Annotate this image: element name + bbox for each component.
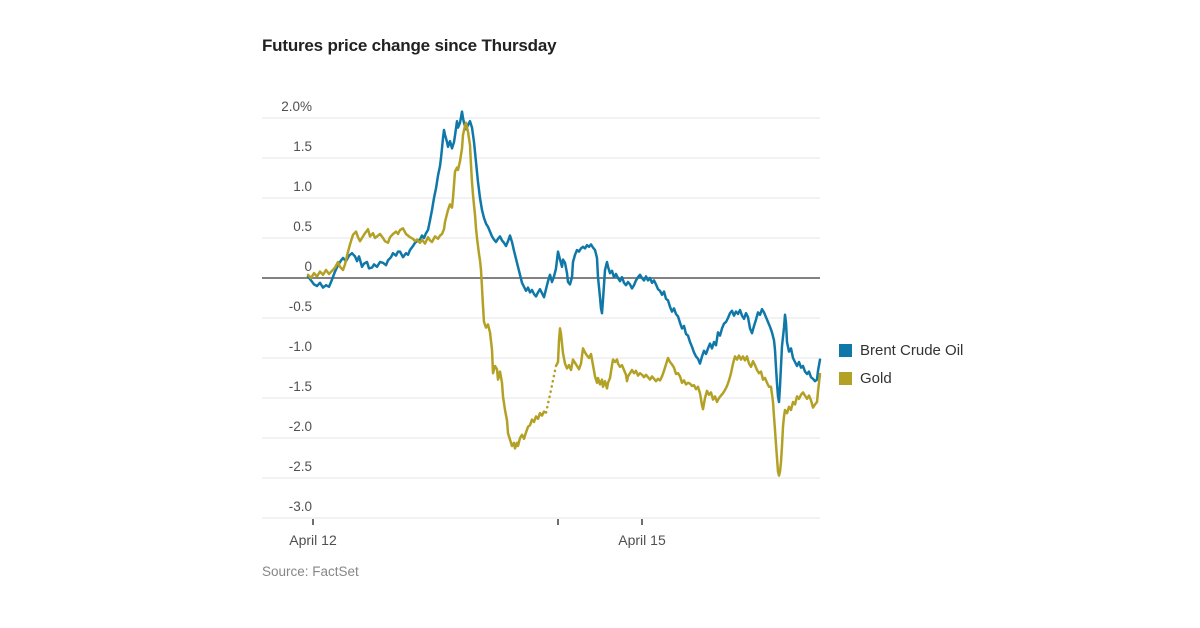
y-axis-label: 2.0%	[281, 99, 312, 114]
y-axis-label: -1.5	[288, 379, 312, 394]
y-axis-label: -2.0	[288, 419, 312, 434]
y-axis-label: -2.5	[288, 459, 312, 474]
legend-item-brent: Brent Crude Oil	[839, 341, 964, 359]
legend: Brent Crude Oil Gold	[839, 342, 963, 398]
y-axis-label: -3.0	[288, 499, 312, 514]
legend-label: Gold	[860, 369, 892, 387]
x-axis-label: April 15	[618, 532, 666, 548]
y-axis-label: 0.5	[293, 219, 312, 234]
legend-item-gold: Gold	[839, 369, 963, 387]
chart-title: Futures price change since Thursday	[262, 36, 557, 55]
y-axis-label: -1.0	[288, 339, 312, 354]
gold-line	[306, 121, 548, 450]
y-axis-label: 1.5	[293, 139, 312, 154]
y-axis-label: 1.0	[293, 179, 312, 194]
legend-label: Brent Crude Oil	[860, 341, 964, 359]
y-axis-label: 0	[304, 259, 312, 274]
source-note: Source: FactSet	[262, 564, 359, 579]
brent-crude-oil-line	[306, 110, 822, 404]
y-axis-label: -0.5	[288, 299, 312, 314]
gold-line	[554, 327, 822, 477]
gold-line	[544, 364, 558, 414]
gold-swatch-icon	[839, 371, 852, 385]
brent-swatch-icon	[839, 343, 852, 357]
x-axis-label: April 12	[289, 532, 337, 548]
